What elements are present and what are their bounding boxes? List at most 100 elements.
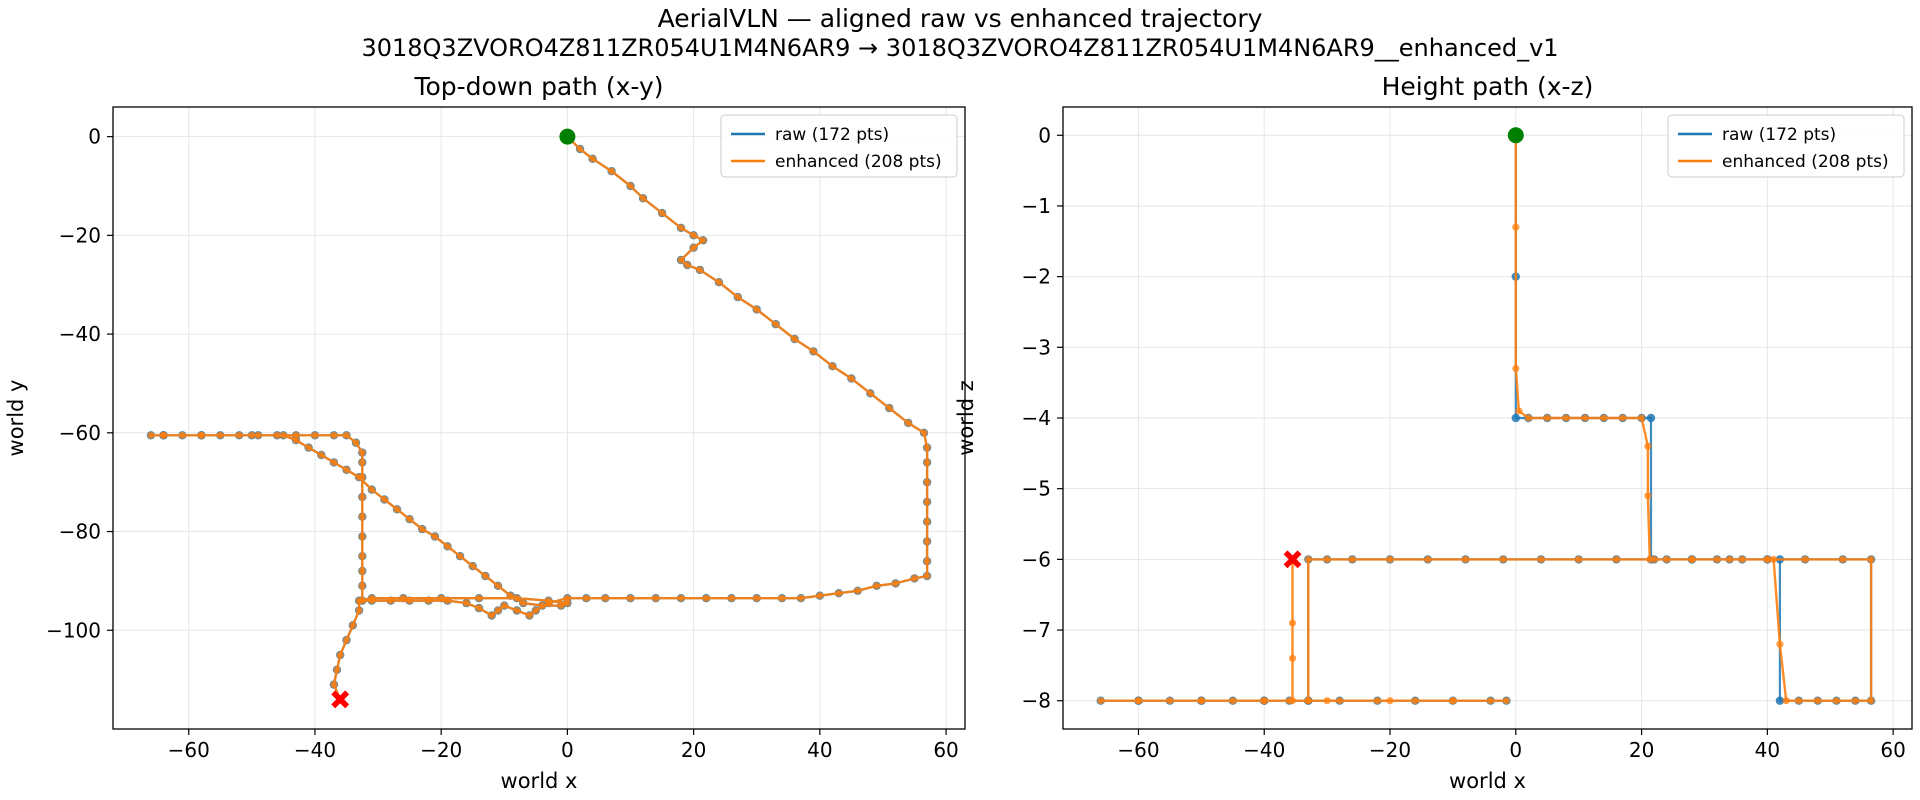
x-tick-label: 20 bbox=[681, 738, 706, 762]
data-point bbox=[538, 602, 546, 610]
x-axis-label: world x bbox=[1449, 769, 1526, 793]
data-point bbox=[1619, 414, 1627, 422]
x-tick-label: 0 bbox=[561, 738, 574, 762]
data-point bbox=[1600, 414, 1608, 422]
data-point bbox=[816, 592, 824, 600]
data-point bbox=[159, 431, 168, 439]
data-point bbox=[626, 594, 635, 602]
end-marker bbox=[331, 690, 350, 709]
x-tick-label: −40 bbox=[1243, 738, 1285, 762]
data-point bbox=[589, 155, 597, 163]
x-axis-label: world x bbox=[501, 769, 578, 793]
data-point bbox=[399, 594, 407, 602]
series-enhanced bbox=[147, 133, 931, 704]
data-point bbox=[178, 431, 186, 439]
data-point bbox=[1386, 697, 1394, 705]
data-point bbox=[1638, 414, 1646, 422]
data-point bbox=[1134, 697, 1143, 705]
y-tick-label: −3 bbox=[1022, 335, 1051, 359]
data-point bbox=[1537, 555, 1545, 564]
data-point bbox=[696, 266, 704, 274]
data-point bbox=[475, 594, 483, 602]
legend-entry: raw (172 pts) bbox=[775, 125, 889, 145]
data-point bbox=[920, 429, 928, 437]
data-point bbox=[690, 231, 698, 239]
data-point bbox=[809, 347, 818, 355]
data-point bbox=[1348, 555, 1356, 564]
legend-entry: enhanced (208 pts) bbox=[1722, 152, 1889, 172]
data-point bbox=[683, 261, 691, 269]
data-point bbox=[885, 404, 893, 412]
data-point bbox=[494, 606, 502, 615]
data-point bbox=[639, 194, 647, 202]
y-tick-label: −1 bbox=[1022, 194, 1051, 218]
data-point bbox=[431, 532, 439, 541]
data-point bbox=[358, 493, 366, 501]
topdown-panel: −60 −40 −20 0 20 40 60 0 −20 −40 −60 −80 −100 Top-dow… bbox=[4, 72, 966, 793]
data-point bbox=[1512, 364, 1520, 373]
x-tick-label: −40 bbox=[294, 738, 336, 762]
data-point bbox=[216, 431, 224, 439]
data-point bbox=[475, 604, 483, 612]
data-point bbox=[1197, 697, 1205, 705]
data-point bbox=[835, 589, 843, 597]
y-tick-label: −100 bbox=[46, 618, 101, 642]
data-point bbox=[380, 495, 388, 504]
data-point bbox=[443, 597, 452, 605]
y-tick-label: −2 bbox=[1022, 265, 1051, 289]
data-point bbox=[1229, 697, 1237, 705]
x-tick-label: 40 bbox=[1755, 738, 1780, 762]
data-point bbox=[1814, 697, 1822, 705]
data-point bbox=[1524, 414, 1532, 422]
data-point bbox=[248, 431, 256, 439]
data-point bbox=[1304, 555, 1312, 564]
data-point bbox=[923, 572, 931, 580]
data-point bbox=[677, 594, 685, 602]
data-point bbox=[330, 431, 338, 439]
data-point bbox=[658, 209, 666, 217]
data-point bbox=[1782, 697, 1790, 705]
data-point bbox=[690, 244, 698, 252]
height-panel: −60 −40 −20 0 20 40 60 0 −1 −2 −3 −4 −5 −6 −7 −8 Height … bbox=[954, 72, 1913, 793]
data-point bbox=[1336, 697, 1344, 705]
data-point bbox=[557, 602, 565, 610]
data-point bbox=[1612, 555, 1620, 564]
data-point bbox=[311, 431, 319, 439]
data-point bbox=[753, 305, 761, 313]
data-point bbox=[488, 611, 496, 620]
data-point bbox=[1502, 697, 1510, 705]
data-point bbox=[652, 594, 660, 602]
data-point bbox=[702, 594, 710, 602]
data-point bbox=[333, 666, 341, 674]
x-tick-label: −60 bbox=[1117, 738, 1159, 762]
data-point bbox=[317, 451, 325, 459]
series-enhanced bbox=[1097, 131, 1875, 705]
data-point bbox=[601, 594, 609, 602]
data-point bbox=[418, 525, 426, 533]
data-point bbox=[1461, 555, 1470, 564]
x-tick-label: 0 bbox=[1509, 738, 1522, 762]
data-point bbox=[349, 621, 357, 629]
y-axis-label: world z bbox=[954, 380, 978, 456]
start-marker bbox=[559, 128, 576, 145]
data-point bbox=[892, 579, 900, 588]
data-point bbox=[1867, 555, 1875, 564]
data-point bbox=[494, 582, 502, 590]
data-point bbox=[1688, 555, 1696, 564]
data-point bbox=[358, 552, 366, 560]
y-tick-label: −7 bbox=[1022, 618, 1051, 642]
series-line bbox=[149, 135, 929, 700]
data-point bbox=[1373, 697, 1381, 705]
data-point bbox=[292, 436, 300, 444]
data-point bbox=[425, 597, 433, 605]
data-point bbox=[563, 599, 572, 607]
data-point bbox=[1487, 697, 1495, 705]
data-point bbox=[358, 449, 366, 457]
data-point bbox=[342, 431, 351, 439]
data-point bbox=[923, 537, 931, 546]
data-point bbox=[336, 651, 344, 659]
y-tick-label: −6 bbox=[1022, 547, 1051, 571]
data-point bbox=[1801, 555, 1809, 564]
data-point bbox=[358, 532, 366, 541]
